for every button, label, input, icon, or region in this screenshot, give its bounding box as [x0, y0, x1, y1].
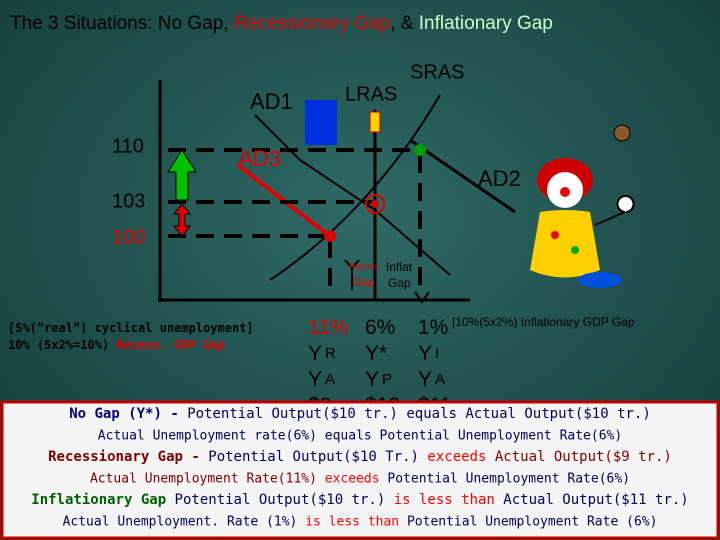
- cell-main: Y: [308, 368, 322, 391]
- text-segment: exceeds: [317, 471, 387, 486]
- text-segment: Potential Output($10 Tr.): [208, 449, 427, 465]
- text-segment: is less than: [385, 492, 503, 508]
- ball: [613, 124, 631, 142]
- down-arrow: [172, 203, 192, 237]
- price-103: 103: [112, 190, 145, 212]
- cell-sub: I: [435, 345, 439, 362]
- left-note: 10% (5x2%=10%) Recess. GDP Gap: [8, 338, 225, 352]
- text-segment: Actual Output($9 tr.): [495, 449, 672, 465]
- point-recess: [324, 230, 336, 242]
- column-cell: 11%: [308, 316, 348, 339]
- inflat-label: Inflat: [386, 260, 413, 274]
- text-segment: Potential Unemployment Rate (6%): [407, 514, 657, 529]
- column-cell: 6%: [365, 316, 395, 339]
- text-segment: Actual Output($11 tr.): [503, 492, 688, 508]
- cell-main: Y*: [365, 342, 387, 365]
- summary-line: Actual Unemployment. Rate (1%) is less t…: [63, 514, 658, 529]
- text-segment: Recessionary Gap: [234, 13, 390, 34]
- recess-label: Recess.: [349, 261, 382, 271]
- text-segment: Recessionary Gap -: [48, 449, 208, 465]
- up-arrow: [167, 149, 197, 201]
- summary-line: Recessionary Gap - Potential Output($10 …: [48, 449, 672, 465]
- ad2-label: AD2: [478, 166, 521, 191]
- ad1-curve: [254, 114, 451, 276]
- sras-curve: [269, 94, 441, 281]
- text-segment: Inflationary Gap: [419, 13, 553, 34]
- summary-box: [0, 400, 720, 540]
- text-segment: Potential Output($10 tr.): [166, 492, 385, 508]
- summary-line: Actual Unemployment rate(6%) equals Pote…: [98, 428, 622, 443]
- left-note: [5%(“real”) cyclical unemployment]: [8, 321, 254, 335]
- point-inflat: [414, 144, 426, 156]
- inflat-arrow: [414, 291, 430, 304]
- text-segment: is less than: [297, 514, 407, 529]
- cell-main: Y: [365, 368, 379, 391]
- ad1-label: AD1: [250, 89, 293, 114]
- summary-line: Inflationary Gap Potential Output($10 tr…: [31, 492, 688, 508]
- price-110: 110: [112, 135, 144, 157]
- point-nogap-center: [371, 200, 379, 208]
- cell-main: 1%: [418, 316, 448, 339]
- cell-sub: R: [325, 345, 336, 362]
- cell-main: 6%: [365, 316, 395, 339]
- clown: [530, 158, 635, 288]
- cell-sub: A: [325, 371, 335, 388]
- summary-line: No Gap (Y*) - Potential Output($10 tr.) …: [69, 406, 651, 422]
- cell-main: Y: [418, 342, 432, 365]
- text-segment: Actual Unemployment Rate(11%): [90, 471, 317, 486]
- small-clown: [369, 111, 381, 133]
- text-segment: The 3 Situations: No Gap,: [10, 13, 234, 34]
- cell-sub: A: [435, 371, 445, 388]
- text-segment: , &: [390, 13, 419, 34]
- ad2-curve: [409, 138, 516, 214]
- text-segment: exceeds: [427, 449, 494, 465]
- text-segment: Actual Unemployment. Rate (1%): [63, 514, 298, 529]
- sras-label: SRAS: [410, 61, 464, 83]
- text-segment: 10% (5x2%=10%): [8, 338, 116, 352]
- text-segment: Actual Unemployment rate(6%) equals Pote…: [98, 428, 622, 443]
- cell-main: 11%: [308, 316, 348, 339]
- text-segment: No Gap (Y*) -: [69, 406, 187, 422]
- title: The 3 Situations: No Gap, Recessionary G…: [10, 13, 553, 34]
- right-note: [10%(5x2%) Inflationary GDP Gap: [452, 315, 635, 329]
- column-cell: Y*: [365, 342, 387, 365]
- cell-main: Y: [308, 342, 322, 365]
- recess-label: Gap: [352, 275, 375, 289]
- text-segment: Inflationary Gap: [31, 492, 166, 508]
- point-nogap: [365, 194, 385, 214]
- cell-main: Y: [418, 368, 432, 391]
- text-segment: [5%(“real”) cyclical unemployment]: [8, 321, 254, 335]
- text-segment: Potential Unemployment Rate(6%): [387, 471, 630, 486]
- ad3-label: AD3: [238, 146, 281, 171]
- blue-square: [305, 100, 337, 145]
- column-cell: 1%: [418, 316, 448, 339]
- cell-sub: P: [382, 371, 392, 388]
- text-segment: Potential Output($10 tr.) equals Actual …: [187, 406, 651, 422]
- price-100: 100: [112, 226, 145, 248]
- summary-line: Actual Unemployment Rate(11%) exceeds Po…: [90, 471, 630, 486]
- text-segment: Recess. GDP Gap: [116, 338, 224, 352]
- inflat-label: Gap: [388, 276, 411, 290]
- lras-label: LRAS: [345, 83, 397, 105]
- recess-arrow: [344, 259, 360, 290]
